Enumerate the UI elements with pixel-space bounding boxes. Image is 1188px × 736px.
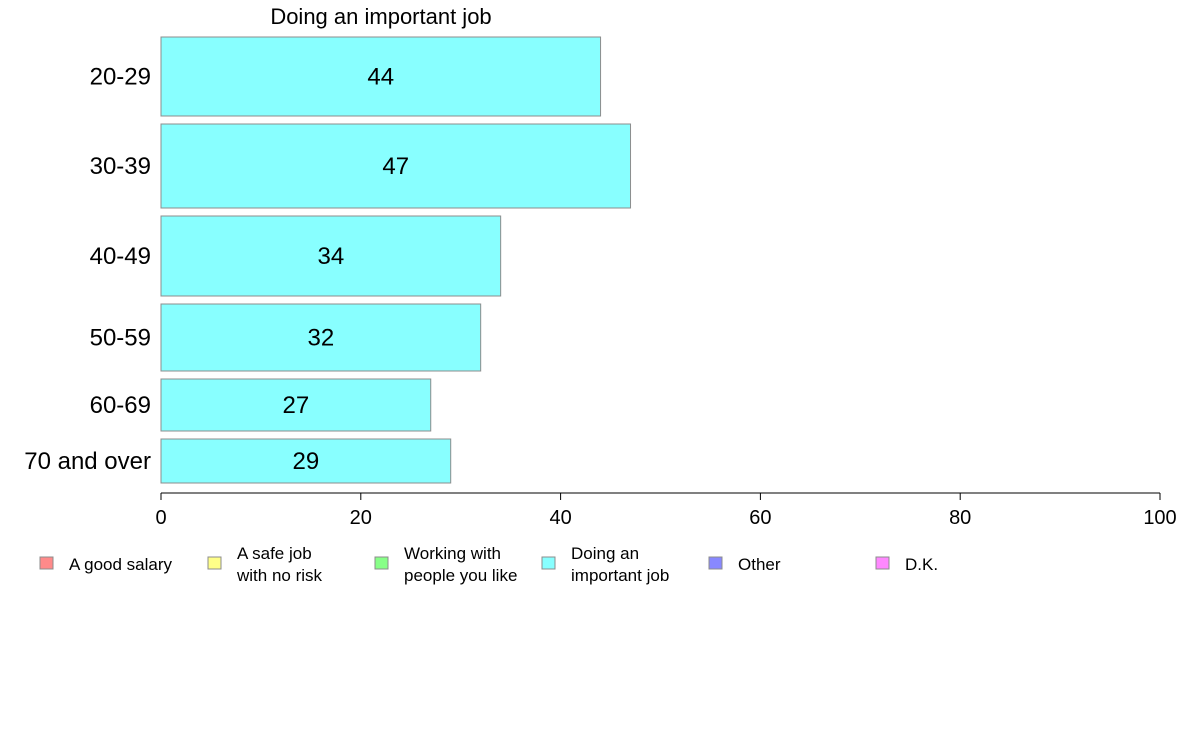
x-tick-label: 100 <box>1143 507 1176 529</box>
bar-value-label: 44 <box>367 64 394 91</box>
legend-label: D.K. <box>905 555 938 574</box>
x-axis: 0 20 40 60 80 100 <box>155 492 1177 529</box>
chart-title: Doing an important job <box>270 4 491 29</box>
legend-label: important job <box>571 566 669 585</box>
category-label: 60-69 <box>90 392 151 419</box>
x-tick-label: 60 <box>749 507 771 529</box>
bars-layer: 44 20-29 47 30-39 34 40-49 32 50-59 27 60-69 29 70 … <box>24 36 632 484</box>
legend-swatch <box>541 556 556 570</box>
legend-label: Working with <box>404 544 501 563</box>
category-label: 20-29 <box>90 64 151 91</box>
legend-label: A good salary <box>69 555 173 574</box>
x-tick-label: 40 <box>549 507 571 529</box>
bar-60-69 <box>160 378 432 432</box>
legend-label: A safe job <box>237 544 312 563</box>
bar-value-label: 32 <box>307 325 334 352</box>
bar-20-29 <box>160 36 602 117</box>
legend-label: Other <box>738 555 781 574</box>
legend-label: Doing an <box>571 544 639 563</box>
category-label: 40-49 <box>90 243 151 270</box>
x-tick-label: 20 <box>350 507 372 529</box>
bar-40-49 <box>160 215 502 297</box>
legend: A good salary A safe job with no risk Worki… <box>39 544 938 585</box>
category-label: 50-59 <box>90 325 151 352</box>
x-tick-label: 80 <box>949 507 971 529</box>
legend-label: with no risk <box>236 566 323 585</box>
bar-70-and-over <box>160 438 452 484</box>
legend-swatch <box>875 556 890 570</box>
legend-label: people you like <box>404 566 517 585</box>
bar-50-59 <box>160 303 482 372</box>
category-label: 30-39 <box>90 153 151 180</box>
legend-swatch <box>39 556 54 570</box>
bar-value-label: 34 <box>317 243 344 270</box>
bar-value-label: 29 <box>293 448 320 475</box>
category-label: 70 and over <box>24 448 151 475</box>
legend-swatch <box>207 556 222 570</box>
bar-30-39 <box>160 123 632 209</box>
legend-swatch <box>374 556 389 570</box>
x-tick-label: 0 <box>155 507 166 529</box>
bar-value-label: 27 <box>283 392 310 419</box>
legend-swatch <box>708 556 723 570</box>
bar-value-label: 47 <box>382 153 409 180</box>
